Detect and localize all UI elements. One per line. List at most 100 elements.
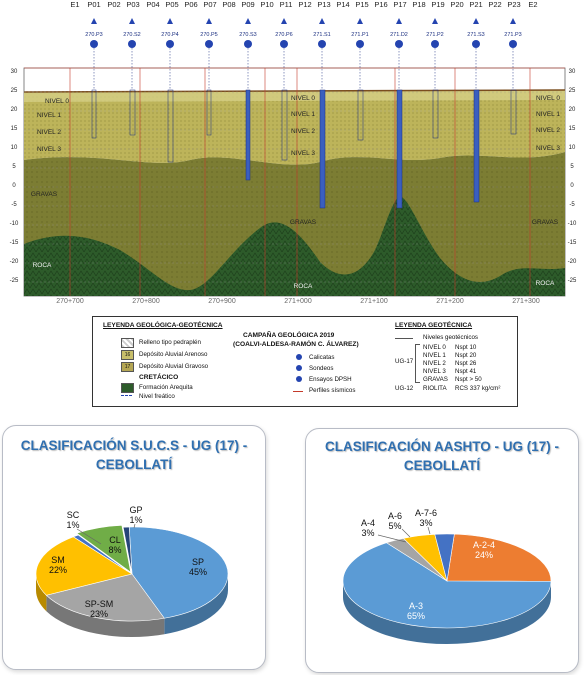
point-label: P06	[184, 0, 198, 9]
point-label: P10	[260, 0, 274, 9]
level-label: NIVEL 2	[291, 128, 315, 135]
point-label: P18	[412, 0, 426, 9]
gravas-label: GRAVAS	[30, 191, 58, 198]
probe-code: 270.P4	[161, 32, 179, 38]
y-tick: -20	[567, 259, 577, 265]
probe-code: 270.P3	[85, 32, 103, 38]
point-labels-row: E1 P01 P02 P03 P04 P05 P06 P07 P08 P09 P…	[0, 0, 584, 12]
legend-item: Relleno tipo pedraplén	[139, 339, 201, 346]
ug12-label: UG-12	[395, 385, 414, 392]
nivel-value: Nspt 41	[455, 368, 477, 375]
pie-label-sm: SM 22%	[48, 555, 68, 575]
nivel-name: GRAVAS	[423, 376, 448, 383]
legend-item: Nivel freático	[139, 393, 175, 400]
pie-title-sucs: CLASIFICACIÓN S.U.C.S - UG (17) - CEBOLL…	[20, 438, 248, 472]
probe-code: 270.S3	[239, 32, 257, 38]
level-label: NIVEL 3	[536, 145, 560, 152]
legend-item: Depósito Aluvial Gravoso	[139, 363, 209, 370]
pie-label-sc: SC 1%	[66, 510, 80, 530]
pie-label-sp-sm: SP-SM 23%	[84, 599, 114, 619]
water-table-icon	[121, 395, 132, 396]
level-label: NIVEL 1	[37, 112, 61, 119]
point-label: E2	[528, 0, 538, 9]
level-label: NIVEL 1	[536, 111, 560, 118]
point-label: P19	[431, 0, 445, 9]
probe-code: 270.S2	[123, 32, 141, 38]
legend-item: Calicatas	[309, 354, 335, 361]
point-label: P21	[469, 0, 483, 9]
point-label: P16	[374, 0, 388, 9]
y-tick: 10	[568, 145, 576, 151]
legend-title-geologic: LEYENDA GEOLÓGICA-GEOTÉCNICA	[103, 322, 223, 329]
y-tick: 20	[568, 107, 576, 113]
pie-leader-line	[427, 526, 431, 535]
pie-label-a-6: A-6 5%	[387, 511, 403, 531]
pie-slice-a-7-6	[434, 533, 455, 582]
point-label: P23	[507, 0, 521, 9]
pie-slice-a-3	[342, 542, 552, 629]
level-label: NIVEL 1	[291, 111, 315, 118]
point-label: P05	[165, 0, 179, 9]
y-tick: 5	[12, 164, 16, 170]
point-label: P03	[126, 0, 140, 9]
campaign-subtitle: (COALVI-ALDESA-RAMÓN C. ÁLVAREZ)	[233, 341, 359, 348]
y-tick: -15	[567, 240, 577, 246]
roca-label: ROCA	[32, 262, 52, 269]
sondeo-icon	[296, 365, 302, 371]
pie-label-a-3: A-3 65%	[406, 601, 426, 621]
point-label: P09	[241, 0, 255, 9]
probe-code: 271.D2	[390, 32, 408, 38]
roca-label: ROCA	[293, 283, 313, 290]
nivel-name: NIVEL 0	[423, 344, 446, 351]
calicata-icon	[296, 354, 302, 360]
pie-label-cl: CL 8%	[108, 535, 122, 555]
y-tick: 30	[10, 69, 18, 75]
pie-label-a-2-4: A-2-4 24%	[472, 540, 496, 560]
pie-slice-side	[343, 581, 551, 645]
y-tick: 25	[568, 88, 576, 94]
y-tick: 30	[568, 69, 576, 75]
y-tick: -5	[11, 202, 17, 208]
pie-chart-aashto	[342, 526, 552, 645]
x-tick: 270+900	[208, 298, 236, 305]
y-tick: 10	[10, 145, 18, 151]
pie-leader-line	[401, 528, 411, 538]
pie-slice-sp-sm	[45, 573, 165, 622]
point-label: P11	[279, 0, 293, 9]
ug17-bracket	[415, 344, 420, 383]
pie-leader-line	[133, 523, 136, 529]
probe-code: 271.S3	[467, 32, 485, 38]
nivel-value: Nspt 26	[455, 360, 477, 367]
niveles-label: Niveles geotécnicos	[423, 334, 479, 341]
nivel-name: NIVEL 1	[423, 352, 446, 359]
section-drawing	[23, 18, 566, 297]
probe-code: 271.P2	[426, 32, 444, 38]
pie-leader-line	[76, 528, 102, 545]
legend-cretacico: CRETÁCICO	[139, 374, 179, 381]
level-label: NIVEL 0	[45, 98, 69, 105]
nivel-name: NIVEL 2	[423, 360, 446, 367]
pie-title-aashto: CLASIFICACIÓN AASHTO - UG (17) - CEBOLLA…	[324, 439, 559, 473]
legend: LEYENDA GEOLÓGICA-GEOTÉCNICA Relleno tip…	[92, 316, 518, 407]
campaign-title: CAMPAÑA GEOLÓGICA 2019	[243, 332, 335, 339]
pie-chart-sucs	[35, 523, 229, 637]
level-label: NIVEL 2	[37, 129, 61, 136]
y-tick: -20	[9, 259, 19, 265]
pie-label-a-7-6: A-7-6 3%	[414, 508, 438, 528]
level-label: NIVEL 3	[291, 150, 315, 157]
point-label: P12	[298, 0, 312, 9]
pie-slice-side	[46, 595, 165, 637]
y-tick: -10	[567, 221, 577, 227]
x-tick: 271+200	[436, 298, 464, 305]
pie-leader-line	[377, 534, 407, 543]
probe-code: 271.S1	[313, 32, 331, 38]
legend-item: Formación Arequita	[139, 384, 193, 391]
x-tick: 271+000	[284, 298, 312, 305]
pie-slice-side	[164, 574, 228, 635]
pie-slice-gp	[122, 526, 133, 575]
point-label: P20	[450, 0, 464, 9]
roca-label: ROCA	[535, 280, 555, 287]
point-label: E1	[70, 0, 80, 9]
point-label: P01	[87, 0, 101, 9]
ug17-label: UG-17	[395, 358, 414, 365]
